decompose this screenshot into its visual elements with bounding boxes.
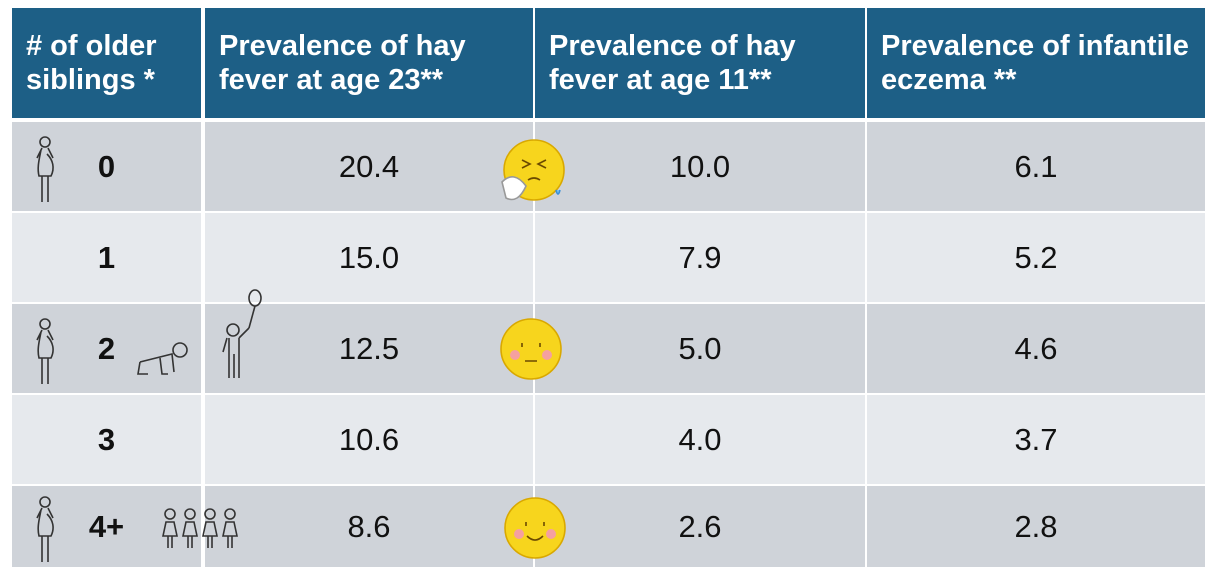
- table-cell: 3.7: [867, 395, 1205, 484]
- table-cell: 15.0: [205, 213, 533, 302]
- table-cell: 12.5: [205, 304, 533, 393]
- table-cell: 2.6: [535, 486, 865, 567]
- table-cell: 5.0: [535, 304, 865, 393]
- header-cell: Prevalence of hay fever at age 23**: [205, 8, 533, 118]
- table-cell: 4+: [12, 486, 201, 567]
- header-cell: # of older siblings *: [12, 8, 201, 118]
- table-cell: 6.1: [867, 122, 1205, 211]
- table-cell: 5.2: [867, 213, 1205, 302]
- table-cell: 2: [12, 304, 201, 393]
- table-cell: 2.8: [867, 486, 1205, 567]
- table-cell: 4.6: [867, 304, 1205, 393]
- table-cell: 1: [12, 213, 201, 302]
- table-cell: 8.6: [205, 486, 533, 567]
- table-cell: 10.0: [535, 122, 865, 211]
- header-cell: Prevalence of hay fever at age 11**: [535, 8, 865, 118]
- table-cell: 7.9: [535, 213, 865, 302]
- header-cell: Prevalence of infantile eczema **: [867, 8, 1205, 118]
- table-cell: 20.4: [205, 122, 533, 211]
- table-cell: 3: [12, 395, 201, 484]
- table-cell: 10.6: [205, 395, 533, 484]
- table-cell: 4.0: [535, 395, 865, 484]
- table-cell: 0: [12, 122, 201, 211]
